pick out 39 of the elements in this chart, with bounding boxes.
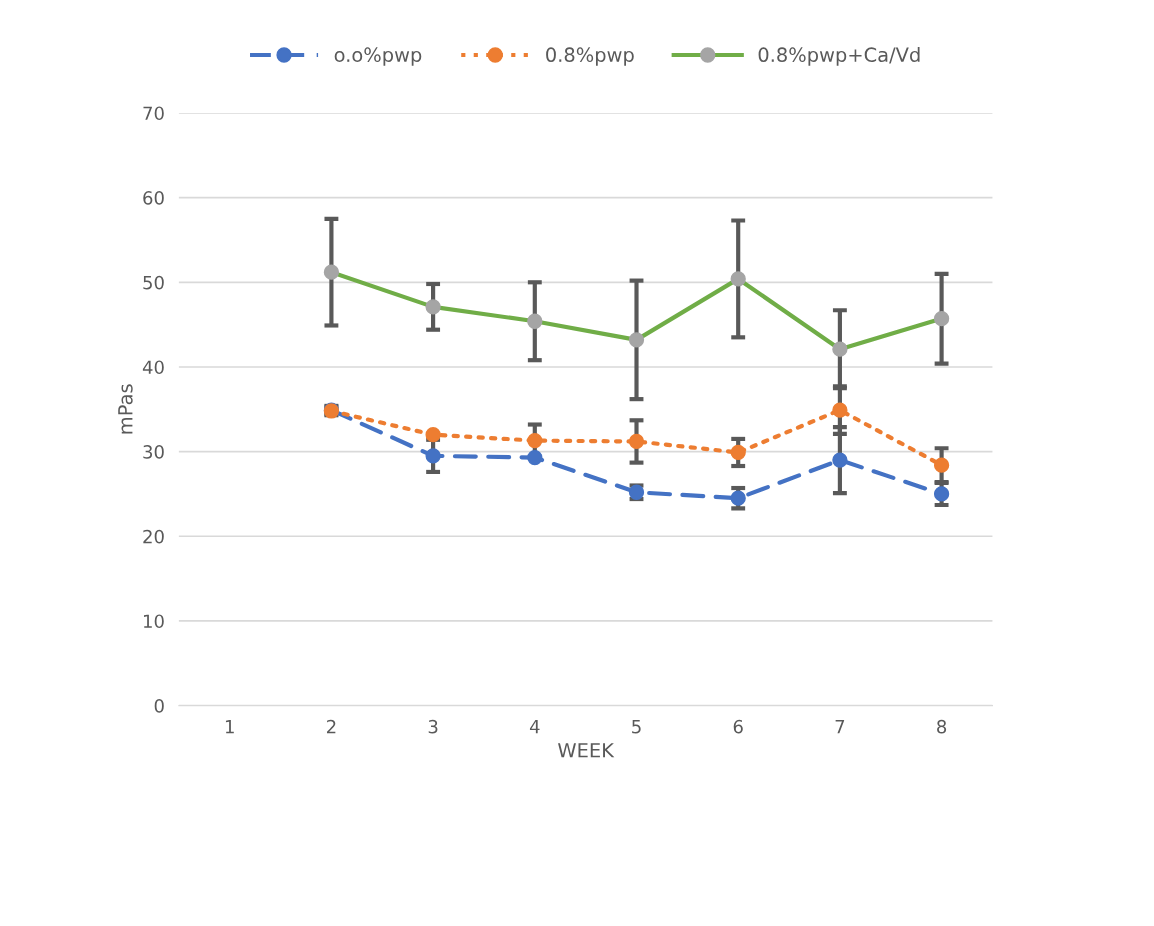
x-tick-label: 3 [428, 719, 438, 734]
point [730, 444, 746, 461]
y-tick-label: 60 [143, 191, 164, 205]
y-tick-label: 0 [154, 699, 164, 713]
point [628, 433, 645, 450]
x-tick-label: 7 [835, 720, 845, 734]
y-axis-title: mPas [118, 384, 133, 434]
x-tick-label: 8 [937, 719, 947, 734]
point [832, 341, 848, 357]
y-tick-label: 30 [143, 445, 164, 459]
point [933, 311, 950, 327]
point [425, 299, 441, 315]
x-tick-label: 6 [733, 719, 743, 734]
point [730, 490, 746, 506]
y-tick-label: 50 [143, 275, 164, 290]
point [628, 332, 645, 348]
point [832, 402, 848, 418]
point [425, 448, 441, 464]
x-axis-title: WEEK [558, 743, 615, 758]
x-tick-label: 1 [225, 720, 234, 734]
legend-label: 0.8%pwp+Ca/Vd [758, 47, 920, 66]
y-tick-label: 10 [143, 614, 164, 629]
point [527, 449, 543, 466]
y-tick-label: 70 [143, 106, 164, 121]
point [730, 271, 746, 287]
point [323, 264, 340, 280]
point [933, 457, 950, 473]
point [832, 452, 848, 468]
y-tick-label: 20 [143, 529, 164, 544]
point [527, 432, 543, 449]
legend-label: o.o%pwp [334, 47, 422, 66]
point [425, 427, 441, 443]
x-tick-label: 2 [326, 719, 336, 734]
y-tick-label: 40 [142, 360, 164, 375]
legend-label: 0.8%pwp [546, 47, 634, 66]
x-tick-label: 4 [529, 720, 540, 734]
x-tick-label: 5 [632, 720, 641, 734]
point [933, 486, 950, 502]
point [527, 313, 543, 329]
